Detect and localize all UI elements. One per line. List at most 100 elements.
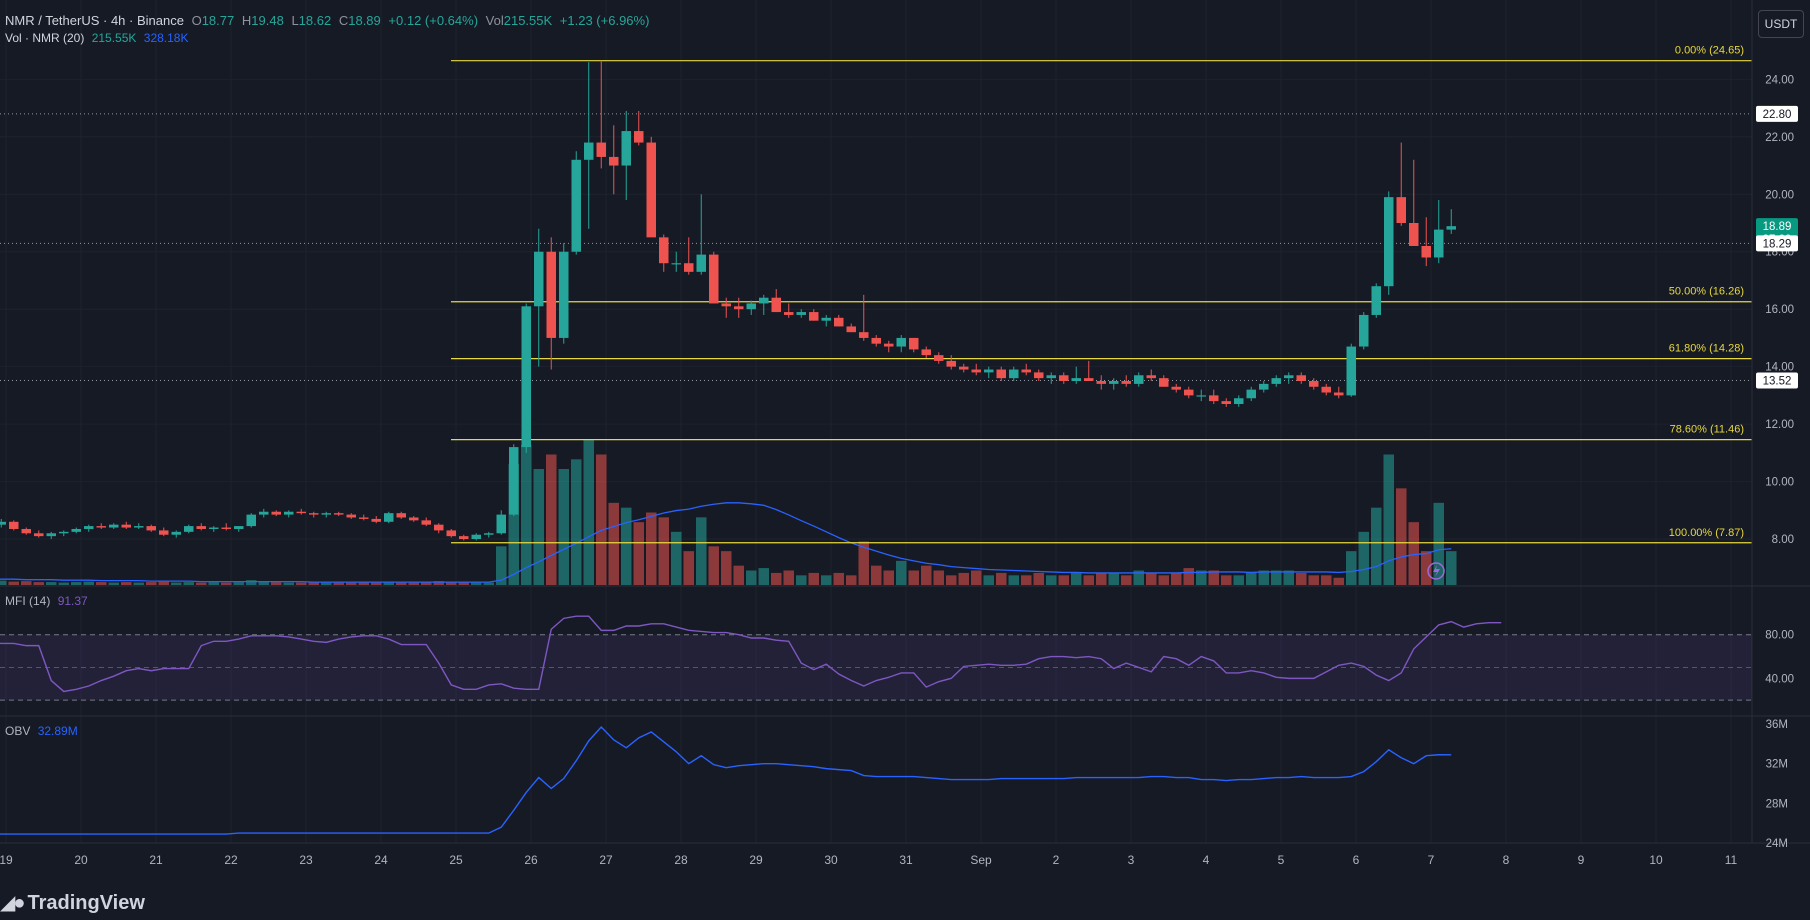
alert-bolt-icon[interactable]: [1427, 562, 1445, 580]
candle-body: [59, 531, 69, 534]
volume-bar: [758, 568, 769, 585]
candle-body: [459, 536, 469, 540]
open-value: 18.77: [201, 13, 235, 28]
volume-bar: [146, 582, 157, 585]
candle-body: [1071, 378, 1081, 382]
candle-body: [1284, 375, 1294, 379]
volume-ma-line: [0, 502, 1452, 583]
mfi-legend[interactable]: MFI (14) 91.37: [5, 594, 88, 608]
fib-level-label: 0.00% (24.65): [1675, 45, 1744, 57]
volume-bar: [96, 582, 107, 585]
candle-body: [896, 337, 906, 347]
volume-bar: [446, 581, 457, 585]
volume-bar: [558, 469, 569, 585]
candle-body: [146, 526, 156, 531]
candle-body: [671, 263, 681, 265]
price-tick-label: 10.00: [1765, 477, 1794, 489]
volume-bar: [1183, 568, 1194, 585]
time-tick-label: 7: [1428, 853, 1435, 867]
candle-body: [334, 513, 344, 515]
volume-bar: [796, 575, 807, 585]
candle-body: [496, 514, 506, 534]
candle-body: [96, 526, 106, 528]
candle-body: [1221, 401, 1231, 404]
volume-bar: [821, 575, 832, 585]
time-tick-label: 24: [374, 853, 388, 867]
price-tick-label: 12.00: [1765, 419, 1794, 431]
volume-bar: [871, 565, 882, 585]
price-tick-label: 8.00: [1772, 534, 1794, 546]
volume-bar: [508, 464, 519, 585]
candle-body: [0, 521, 6, 525]
price-tick-label: 16.00: [1765, 304, 1794, 316]
time-tick-label: 9: [1578, 853, 1585, 867]
volume-bar: [633, 522, 644, 585]
candle-body: [184, 526, 194, 532]
candle-body: [71, 528, 81, 532]
obv-legend[interactable]: OBV 32.89M: [5, 724, 78, 738]
candle-body: [34, 533, 44, 537]
candle-body: [171, 531, 181, 535]
low-label: L: [291, 13, 299, 28]
time-tick-label: 2: [1053, 853, 1060, 867]
volume-indicator-legend[interactable]: Vol · NMR (20) 215.55K 328.18K: [5, 31, 192, 45]
candle-body: [221, 527, 231, 529]
candle-body: [421, 520, 431, 525]
candle-body: [984, 369, 994, 373]
candle-body: [1296, 375, 1306, 382]
price-badge: [1756, 372, 1798, 389]
candle-body: [1371, 286, 1381, 315]
candle-body: [21, 528, 31, 534]
volume-bar: [496, 546, 507, 585]
volume-bar: [896, 560, 907, 585]
candle-body: [684, 263, 694, 272]
time-tick-label: 21: [149, 853, 163, 867]
volume-bar: [971, 570, 982, 585]
fib-level-label: 100.00% (7.87): [1669, 527, 1744, 539]
volume-indicator-label: Vol · NMR (20): [5, 31, 85, 45]
fib-level-label: 50.00% (16.26): [1669, 286, 1744, 298]
volume-bar: [371, 582, 382, 585]
candle-body: [1171, 386, 1181, 390]
volume-bar: [396, 582, 407, 585]
candle-body: [384, 513, 394, 522]
time-axis[interactable]: 19 20 21 22 23 24 25 26 27 28 29 30 31 Sep 2 3 4 5 6 7 8 9 10 1…: [0, 853, 1738, 867]
candle-body: [121, 524, 131, 528]
open-label: O: [191, 13, 202, 28]
time-tick-label: 23: [299, 853, 313, 867]
volume-bar: [708, 546, 719, 585]
candle-body: [46, 533, 56, 537]
candle-body: [1059, 375, 1069, 382]
tradingview-logo[interactable]: ◢● TradingView: [0, 890, 145, 915]
volume-bar: [1371, 507, 1382, 585]
candle-body: [834, 317, 844, 327]
candle-body: [696, 254, 706, 272]
volume-bar: [1121, 575, 1132, 585]
symbol-name[interactable]: NMR / TetherUS · 4h · Binance: [5, 13, 184, 28]
candle-body: [1246, 389, 1256, 399]
price-axis[interactable]: 24.0022.0020.0018.0016.0014.0012.0010.00…: [1756, 74, 1798, 850]
volume-bar: [1196, 570, 1207, 585]
volume-bar: [83, 581, 94, 585]
mfi-pane: [0, 615, 1752, 701]
time-tick-label: 19: [0, 853, 13, 867]
volume-bar: [771, 572, 782, 585]
price-badge-label: 13.52: [1763, 375, 1792, 387]
fibonacci-retracement[interactable]: 0.00% (24.65) 50.00% (16.26) 61.80% (14.28…: [0, 45, 1752, 544]
volume-bar: [746, 570, 757, 585]
price-badge-label: 22.80: [1763, 109, 1792, 121]
candle-body: [234, 526, 244, 529]
candle-body: [196, 526, 206, 529]
mfi-value: 91.37: [57, 594, 88, 608]
volume-bar: [21, 581, 32, 585]
candle-body: [246, 514, 256, 527]
volume-bar: [271, 582, 282, 585]
time-tick-label: 10: [1649, 853, 1663, 867]
candle-body: [446, 530, 456, 537]
currency-button[interactable]: USDT: [1758, 10, 1804, 38]
volume-bar: [1358, 531, 1369, 585]
candle-body: [521, 306, 531, 448]
candle-body: [934, 355, 944, 361]
candle-body: [134, 526, 144, 528]
